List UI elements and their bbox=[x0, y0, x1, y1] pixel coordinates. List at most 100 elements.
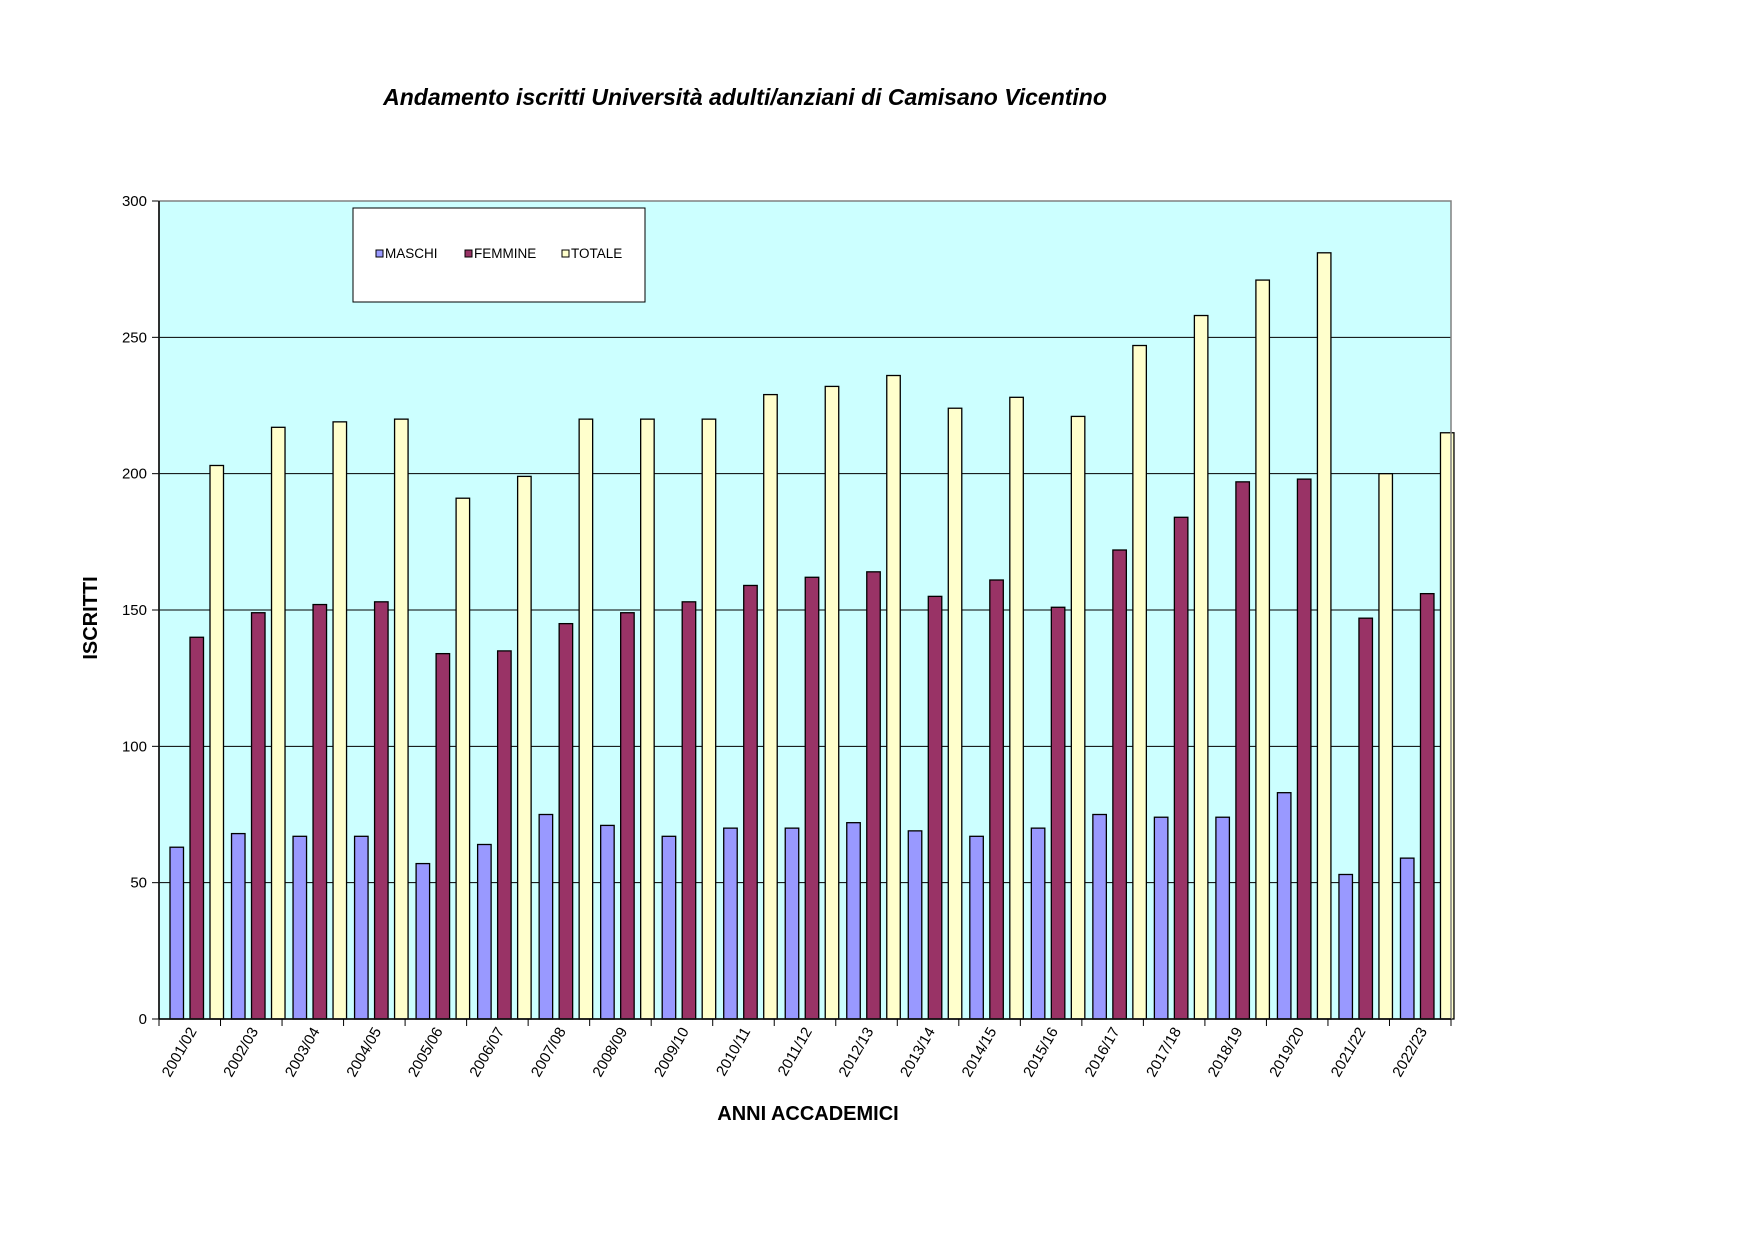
bar-femmine bbox=[1296, 478, 1312, 1020]
bar-totale bbox=[270, 426, 286, 1020]
bar-totale bbox=[1070, 415, 1086, 1020]
bar-totale bbox=[1316, 252, 1332, 1020]
y-tick-label: 250 bbox=[122, 329, 147, 346]
bar-femmine bbox=[1235, 481, 1251, 1020]
bar-totale bbox=[516, 475, 532, 1020]
x-tick-label: 2003/04 bbox=[282, 1025, 324, 1080]
bar-femmine bbox=[1419, 592, 1435, 1020]
bar-maschi bbox=[538, 813, 554, 1020]
x-tick-label: 2013/14 bbox=[897, 1025, 939, 1080]
bar-femmine bbox=[435, 652, 451, 1020]
bar-femmine bbox=[189, 636, 205, 1020]
bar-femmine bbox=[1112, 549, 1128, 1020]
y-tick-label: 150 bbox=[122, 602, 147, 619]
bar-totale bbox=[393, 418, 409, 1020]
chart-title: Andamento iscritti Università adulti/anz… bbox=[383, 84, 1107, 110]
legend-label-maschi: MASCHI bbox=[385, 246, 438, 261]
bar-totale bbox=[886, 374, 901, 1020]
x-tick-label: 2008/09 bbox=[589, 1025, 631, 1080]
bar-femmine bbox=[250, 612, 266, 1020]
bar-maschi bbox=[1092, 813, 1108, 1020]
legend-label-totale: TOTALE bbox=[571, 246, 622, 261]
bar-maschi bbox=[169, 846, 185, 1020]
x-tick-label: 2001/02 bbox=[159, 1025, 201, 1080]
x-tick-label: 2010/11 bbox=[713, 1025, 754, 1079]
legend-swatch-totale bbox=[561, 249, 570, 258]
bar-maschi bbox=[1153, 816, 1169, 1020]
bar-maschi bbox=[353, 835, 369, 1020]
x-tick-label: 2006/07 bbox=[466, 1025, 508, 1080]
bar-totale bbox=[1255, 279, 1271, 1020]
x-tick-label: 2021/22 bbox=[1328, 1025, 1370, 1080]
bar-maschi bbox=[292, 835, 308, 1020]
bar-totale bbox=[209, 464, 225, 1020]
x-tick-label: 2018/19 bbox=[1205, 1025, 1247, 1080]
x-tick-label: 2002/03 bbox=[220, 1025, 262, 1080]
bar-femmine bbox=[804, 576, 820, 1020]
bar-femmine bbox=[1358, 617, 1374, 1020]
x-tick-label: 2011/12 bbox=[775, 1025, 816, 1079]
x-tick-label: 2016/17 bbox=[1082, 1025, 1124, 1080]
legend-label-femmine: FEMMINE bbox=[474, 246, 536, 261]
bar-maschi bbox=[723, 827, 738, 1020]
bar-totale bbox=[578, 418, 594, 1020]
x-tick-label: 2022/23 bbox=[1389, 1025, 1431, 1080]
bar-femmine bbox=[373, 601, 389, 1020]
bar-maschi bbox=[600, 824, 615, 1020]
bar-maschi bbox=[661, 835, 677, 1020]
bar-maschi bbox=[907, 830, 923, 1020]
bar-femmine bbox=[496, 650, 512, 1020]
bar-totale bbox=[1378, 473, 1394, 1020]
legend-swatch-femmine bbox=[464, 249, 473, 258]
bar-totale bbox=[332, 421, 348, 1020]
bar-maschi bbox=[230, 832, 246, 1020]
bar-femmine bbox=[558, 622, 574, 1020]
y-tick-label: 100 bbox=[122, 738, 147, 755]
bar-totale bbox=[1439, 432, 1455, 1020]
x-axis-title: ANNI ACCADEMICI bbox=[717, 1103, 898, 1125]
legend-swatch-maschi bbox=[375, 249, 384, 258]
bar-totale bbox=[1132, 344, 1148, 1020]
bar-femmine bbox=[743, 584, 758, 1020]
x-tick-label: 2009/10 bbox=[651, 1025, 693, 1080]
bar-femmine bbox=[620, 612, 635, 1020]
x-tick-label: 2019/20 bbox=[1266, 1025, 1308, 1080]
x-tick-label: 2012/13 bbox=[836, 1025, 878, 1080]
bar-totale bbox=[763, 393, 778, 1020]
x-tick-label: 2007/08 bbox=[528, 1025, 570, 1080]
bar-maschi bbox=[1215, 816, 1231, 1020]
y-tick-label: 300 bbox=[122, 193, 147, 210]
bar-totale bbox=[947, 407, 963, 1020]
bar-maschi bbox=[969, 835, 984, 1020]
y-tick-label: 200 bbox=[122, 466, 147, 483]
bar-maschi bbox=[1030, 827, 1046, 1020]
bar-maschi bbox=[1338, 873, 1354, 1020]
bar-totale bbox=[824, 385, 840, 1020]
bar-femmine bbox=[681, 601, 697, 1020]
bar-femmine bbox=[1050, 606, 1066, 1020]
x-tick-label: 2015/16 bbox=[1020, 1025, 1062, 1080]
bar-maschi bbox=[846, 822, 861, 1020]
y-tick-label: 50 bbox=[130, 875, 147, 892]
bar-totale bbox=[1009, 396, 1024, 1020]
x-tick-label: 2004/05 bbox=[343, 1025, 385, 1080]
bar-totale bbox=[1193, 314, 1209, 1020]
bar-totale bbox=[455, 497, 471, 1020]
bar-femmine bbox=[866, 571, 881, 1020]
bar-femmine bbox=[989, 579, 1004, 1020]
bar-maschi bbox=[1276, 792, 1292, 1020]
y-tick-label: 0 bbox=[139, 1011, 147, 1028]
bar-femmine bbox=[312, 603, 328, 1020]
bar-maschi bbox=[784, 827, 800, 1020]
x-tick-label: 2005/06 bbox=[405, 1025, 447, 1080]
bar-maschi bbox=[1399, 857, 1415, 1020]
legend: MASCHI FEMMINE TOTALE bbox=[352, 207, 646, 303]
bar-maschi bbox=[415, 862, 431, 1020]
legend-box bbox=[352, 207, 646, 303]
bar-totale bbox=[640, 418, 655, 1020]
bars bbox=[169, 252, 1455, 1020]
bar-femmine bbox=[927, 595, 943, 1020]
y-axis-title: ISCRITTI bbox=[80, 576, 102, 659]
bar-femmine bbox=[1173, 516, 1189, 1020]
